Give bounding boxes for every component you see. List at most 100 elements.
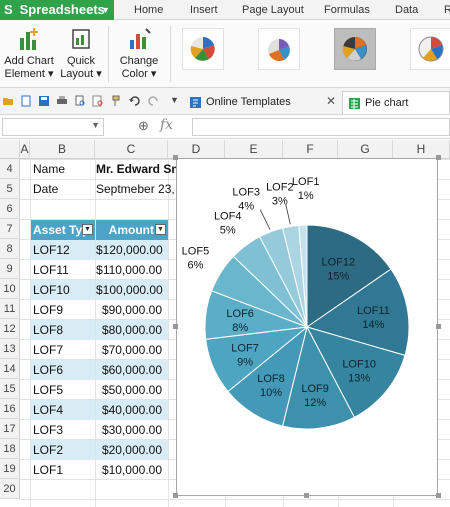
column-header-f[interactable]: F (283, 140, 338, 159)
menu-home[interactable]: Home (134, 4, 164, 16)
table-cell-asset[interactable]: LOF5 (33, 383, 64, 397)
select-all-corner[interactable] (0, 140, 20, 159)
table-cell-amount[interactable]: $10,000.00 (101, 463, 162, 477)
table-cell-asset[interactable]: LOF9 (33, 303, 64, 317)
menu-formulas[interactable]: Formulas (324, 4, 370, 16)
table-cell-amount[interactable]: $100,000.00 (96, 280, 168, 300)
row-header[interactable]: 9 (0, 259, 20, 279)
column-header-g[interactable]: G (338, 140, 393, 159)
pie-chart-object[interactable]: LOF12 15% LOF11 14% LOF10 13% LOF9 12% LOF8 10% LO… (176, 158, 438, 496)
name-value-cell[interactable]: Mr. Edward Sm (96, 162, 176, 176)
table-cell-asset[interactable]: LOF2 (31, 440, 95, 460)
row-header[interactable]: 6 (0, 199, 20, 219)
pie-slice-lof11[interactable] (305, 268, 410, 356)
add-chart-element-button[interactable]: Add Chart Element ▾ (2, 26, 56, 81)
menu-insert[interactable]: Insert (190, 4, 218, 16)
date-value-cell[interactable]: Septmeber 23, (96, 182, 175, 196)
new-file-icon[interactable] (20, 95, 32, 107)
column-header-h[interactable]: H (393, 140, 450, 159)
row-header[interactable]: 8 (0, 239, 20, 259)
print-icon[interactable] (56, 95, 68, 107)
table-cell-amount[interactable]: $90,000.00 (101, 303, 162, 317)
pie-slice-lof9[interactable] (281, 325, 356, 430)
chart-style-thumbnail-3-selected[interactable] (334, 28, 376, 70)
row-header[interactable]: 14 (0, 359, 20, 379)
pie-slice-lof1[interactable] (298, 224, 308, 328)
column-header-b[interactable]: B (30, 140, 95, 159)
row-header[interactable]: 7 (0, 219, 20, 239)
pie-slice-lof10[interactable] (306, 326, 406, 418)
table-cell-asset[interactable]: LOF1 (33, 463, 64, 477)
row-header[interactable]: 15 (0, 379, 20, 399)
row-header[interactable]: 16 (0, 399, 20, 419)
row-header[interactable]: 19 (0, 459, 20, 479)
chart-style-thumbnail-4[interactable] (410, 28, 450, 70)
table-cell-amount[interactable]: $70,000.00 (101, 343, 162, 357)
chart-style-thumbnail-2[interactable] (258, 28, 300, 70)
row-header[interactable]: 11 (0, 299, 20, 319)
menu-page-layout[interactable]: Page Layout (242, 4, 304, 16)
table-cell-asset[interactable]: LOF4 (31, 400, 95, 420)
formula-input[interactable] (192, 118, 450, 136)
menu-data[interactable]: Data (395, 4, 419, 16)
pie-chart[interactable]: LOF12 15% LOF11 14% LOF10 13% LOF9 12% LOF8 10% LO… (177, 159, 437, 495)
row-header[interactable]: 18 (0, 439, 20, 459)
column-header-d[interactable]: D (168, 140, 225, 159)
insert-function-button[interactable]: fx (160, 117, 174, 133)
table-header-amount[interactable]: Amount (96, 220, 168, 240)
row-header[interactable]: 5 (0, 179, 20, 199)
table-cell-amount[interactable]: $80,000.00 (96, 320, 168, 340)
chart-style-thumbnail-1[interactable] (182, 28, 224, 70)
filter-dropdown-icon[interactable]: ▼ (155, 224, 166, 235)
table-cell-asset[interactable]: LOF12 (31, 240, 95, 260)
redo-icon[interactable] (148, 95, 160, 107)
find-icon[interactable] (92, 95, 104, 107)
table-cell-asset[interactable]: LOF3 (33, 423, 64, 437)
tab-pie-chart-template[interactable]: Pie chart template (342, 91, 450, 131)
resize-handle[interactable] (436, 324, 441, 329)
table-header-asset-type[interactable]: Asset Typ (31, 220, 95, 240)
row-header[interactable]: 12 (0, 319, 20, 339)
row-header[interactable]: 4 (0, 159, 20, 179)
open-folder-icon[interactable] (2, 95, 14, 107)
table-cell-amount[interactable]: $60,000.00 (96, 360, 168, 380)
chevron-down-icon[interactable]: ▼ (91, 120, 100, 130)
tab-online-templates[interactable]: Online Templates (184, 91, 334, 114)
row-header[interactable]: 17 (0, 419, 20, 439)
row-header[interactable]: 10 (0, 279, 20, 299)
resize-handle[interactable] (173, 324, 178, 329)
table-cell-amount[interactable]: $30,000.00 (101, 423, 162, 437)
format-painter-icon[interactable] (110, 95, 122, 107)
column-header-a[interactable]: A (20, 140, 30, 159)
table-cell-asset[interactable]: LOF10 (31, 280, 95, 300)
resize-handle[interactable] (304, 493, 309, 498)
table-cell-asset[interactable]: LOF8 (31, 320, 95, 340)
table-cell-amount[interactable]: $50,000.00 (101, 383, 162, 397)
table-cell-asset[interactable]: LOF11 (33, 263, 69, 277)
resize-handle[interactable] (436, 493, 441, 498)
row-header[interactable]: 20 (0, 479, 20, 499)
resize-handle[interactable] (173, 155, 178, 160)
close-tab-icon[interactable]: ✕ (326, 94, 337, 108)
date-label-cell[interactable]: Date (33, 182, 59, 196)
quick-layout-button[interactable]: Quick Layout ▾ (58, 26, 104, 81)
undo-icon[interactable] (128, 95, 140, 107)
resize-handle[interactable] (436, 155, 441, 160)
table-cell-amount[interactable]: $120,000.00 (96, 240, 168, 260)
toolbar-more-icon[interactable]: ▼ (170, 95, 179, 105)
filter-dropdown-icon[interactable]: ▼ (82, 224, 93, 235)
change-color-button[interactable]: Change Color ▾ (116, 26, 162, 81)
print-preview-icon[interactable] (74, 95, 86, 107)
table-cell-amount[interactable]: $20,000.00 (96, 440, 168, 460)
table-cell-amount[interactable]: $40,000.00 (96, 400, 168, 420)
row-header[interactable]: 13 (0, 339, 20, 359)
name-label-cell[interactable]: Name (33, 162, 66, 176)
column-header-e[interactable]: E (225, 140, 283, 159)
table-cell-asset[interactable]: LOF6 (31, 360, 95, 380)
resize-handle[interactable] (173, 493, 178, 498)
menu-review-truncated[interactable]: R (444, 4, 450, 16)
table-cell-amount[interactable]: $110,000.00 (96, 263, 162, 277)
table-cell-asset[interactable]: LOF7 (33, 343, 64, 357)
column-header-c[interactable]: C (95, 140, 168, 159)
name-box[interactable]: ▼ (2, 118, 104, 136)
